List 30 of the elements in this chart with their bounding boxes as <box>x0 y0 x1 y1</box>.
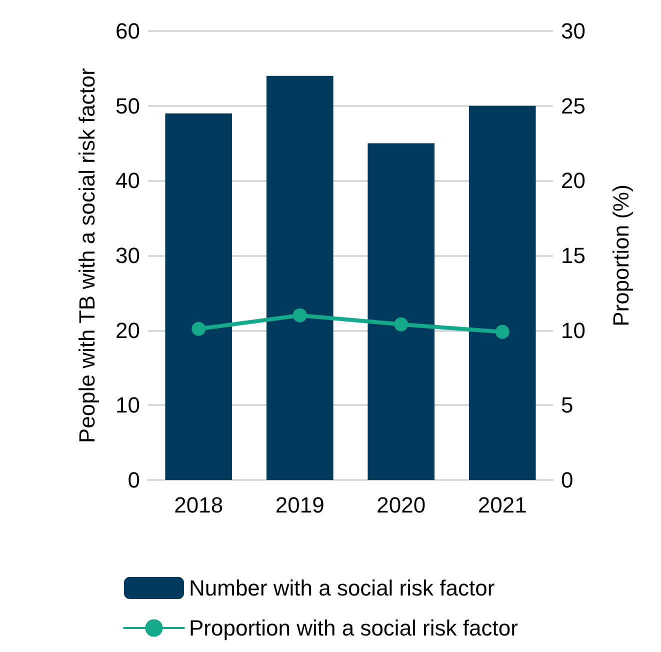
y2-tick-label: 20 <box>561 168 586 194</box>
y-tick-label: 60 <box>116 18 140 44</box>
bar <box>368 143 435 480</box>
x-tick-label: 2020 <box>376 492 426 518</box>
y-tick-label: 50 <box>116 93 140 118</box>
y-tick-label: 10 <box>116 392 140 418</box>
point <box>495 324 510 339</box>
y2-tick-label: 30 <box>561 18 586 44</box>
y2-tick-label: 15 <box>561 243 586 268</box>
y2-axis-title: Proportion (%) <box>608 184 634 326</box>
y2-tick-label: 25 <box>561 93 586 118</box>
y-tick-label: 40 <box>116 168 140 194</box>
point <box>394 317 408 332</box>
y2-tick-label: 5 <box>561 392 574 418</box>
x-tick-label: 2018 <box>174 492 224 518</box>
y-tick-label: 20 <box>116 318 140 343</box>
legend-label: Proportion with a social risk factor <box>189 616 518 640</box>
y2-tick-label: 10 <box>561 318 586 343</box>
x-tick-label: 2021 <box>478 492 527 518</box>
bar <box>266 76 334 480</box>
bar <box>165 113 232 480</box>
y-tick-label: 30 <box>116 243 140 268</box>
y-tick-label: 0 <box>128 468 140 492</box>
legend-label: Number with a social risk factor <box>189 576 495 600</box>
x-tick-label: 2019 <box>275 492 324 518</box>
bar <box>468 106 536 480</box>
point <box>192 322 206 336</box>
point <box>292 308 307 322</box>
y-axis-title: People with TB with a social risk factor <box>74 68 100 443</box>
y2-tick-label: 0 <box>561 468 574 492</box>
